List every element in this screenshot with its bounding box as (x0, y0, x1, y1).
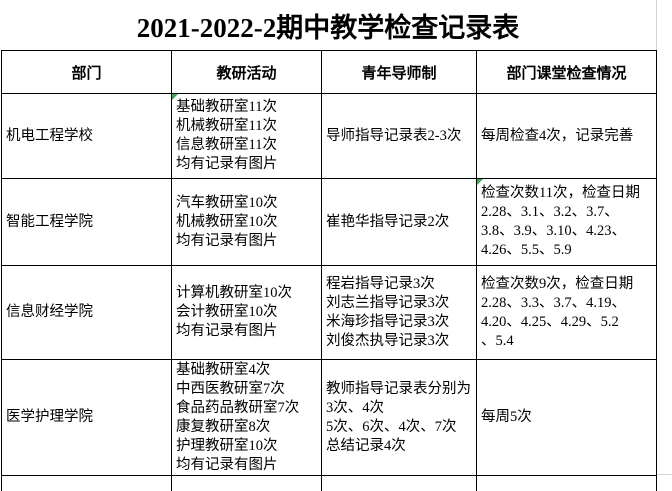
table-cell[interactable] (1, 475, 172, 491)
page-title: 2021-2022-2期中教学检查记录表 (136, 12, 520, 43)
cell-text: 检查次数9次，检查日期 2.28、3.3、3.7、4.19、 4.20、4.25、4… (481, 275, 634, 349)
table-cell[interactable]: 每周检查4次，记录完善 (476, 93, 657, 179)
table-cell[interactable]: 教师指导记录表分别为 3次、4次 5次、6次、4次、7次 总结记录4次 (321, 359, 477, 476)
cell-text: 教师指导记录表分别为 3次、4次 5次、6次、4次、7次 总结记录4次 (326, 380, 471, 454)
table-row: 信息财经学院 计算机教研室10次 会计教研室10次 均有记录有图片 程岩指导记录3次 刘志… (1, 265, 657, 360)
table-cell[interactable] (171, 475, 322, 491)
table-row: 智能工程学院 汽车教研室10次 机械教研室10次 均有记录有图片 崔艳华指导记录2次 检查… (1, 178, 657, 266)
header-cell-department[interactable]: 部门 (1, 50, 172, 94)
header-cell-classroom-inspection[interactable]: 部门课堂检查情况 (476, 50, 657, 94)
cell-text: 导师指导记录表2-3次 (326, 127, 462, 144)
table-row: 医学护理学院 基础教研室4次 中西医教研室7次 食品药品教研室7次 康复教研室8次 护理教… (1, 359, 657, 476)
sheet-gridline-horizontal (656, 474, 672, 475)
table-cell[interactable]: 智能工程学院 (1, 178, 172, 266)
cell-text: 汽车教研室10次 机械教研室10次 均有记录有图片 (176, 194, 278, 249)
table-cell[interactable]: 汽车教研室10次 机械教研室10次 均有记录有图片 (171, 178, 322, 266)
table-cell[interactable]: 检查次数9次，检查日期 2.28、3.3、3.7、4.19、 4.20、4.25、4… (476, 265, 657, 360)
table-cell[interactable]: 计算机教研室10次 会计教研室10次 均有记录有图片 (171, 265, 322, 360)
cell-text: 基础教研室4次 中西医教研室7次 食品药品教研室7次 康复教研室8次 护理教研室10次均… (176, 361, 300, 473)
table-cell[interactable]: 信息财经学院 (1, 265, 172, 360)
cell-error-indicator-icon (172, 94, 178, 100)
cell-text: 崔艳华指导记录2次 (326, 213, 450, 230)
table-cell[interactable]: 崔艳华指导记录2次 (321, 178, 477, 266)
cell-text: 每周检查4次，记录完善 (481, 127, 634, 144)
table-row (1, 475, 657, 491)
table-cell[interactable]: 导师指导记录表2-3次 (321, 93, 477, 179)
header-row: 部门 教研活动 青年导师制 部门课堂检查情况 (1, 50, 657, 94)
cell-text: 每周5次 (481, 409, 532, 425)
cell-error-indicator-icon (477, 179, 483, 185)
header-cell-research-activities[interactable]: 教研活动 (171, 50, 322, 94)
cell-text: 信息财经学院 (6, 304, 93, 320)
cell-text: 医学护理学院 (6, 409, 93, 425)
cell-text: 智能工程学院 (6, 213, 93, 230)
table-cell[interactable] (476, 475, 657, 491)
table-cell[interactable]: 医学护理学院 (1, 359, 172, 476)
table-cell[interactable]: 基础教研室11次 机械教研室11次 信息教研室11次 均有记录有图片 (171, 93, 322, 179)
inspection-record-table: 部门 教研活动 青年导师制 部门课堂检查情况 机电工程学校 基础教研室11次 机械教… (1, 50, 657, 491)
table-cell[interactable]: 机电工程学校 (1, 93, 172, 179)
table-cell[interactable]: 每周5次 (476, 359, 657, 476)
cell-text: 检查次数11次，检查日期 2.28、3.1、3.2、3.7、 3.8、3.9、3.1… (481, 185, 640, 258)
header-cell-youth-mentorship[interactable]: 青年导师制 (321, 50, 477, 94)
cell-text: 基础教研室11次 机械教研室11次 信息教研室11次 均有记录有图片 (176, 99, 278, 172)
table-cell[interactable]: 基础教研室4次 中西医教研室7次 食品药品教研室7次 康复教研室8次 护理教研室10次均… (171, 359, 322, 476)
cell-text: 机电工程学校 (6, 127, 93, 144)
table-row: 机电工程学校 基础教研室11次 机械教研室11次 信息教研室11次 均有记录有图片 导师指… (1, 93, 657, 179)
table-cell[interactable]: 检查次数11次，检查日期 2.28、3.1、3.2、3.7、 3.8、3.9、3.1… (476, 178, 657, 266)
table-cell[interactable] (321, 475, 477, 491)
cell-text: 计算机教研室10次 会计教研室10次 均有记录有图片 (176, 285, 292, 339)
cell-text: 程岩指导记录3次 刘志兰指导记录3次 米海珍指导记录3次 刘俊杰执导记录3次 (326, 275, 450, 349)
table-cell[interactable]: 程岩指导记录3次 刘志兰指导记录3次 米海珍指导记录3次 刘俊杰执导记录3次 (321, 265, 477, 360)
